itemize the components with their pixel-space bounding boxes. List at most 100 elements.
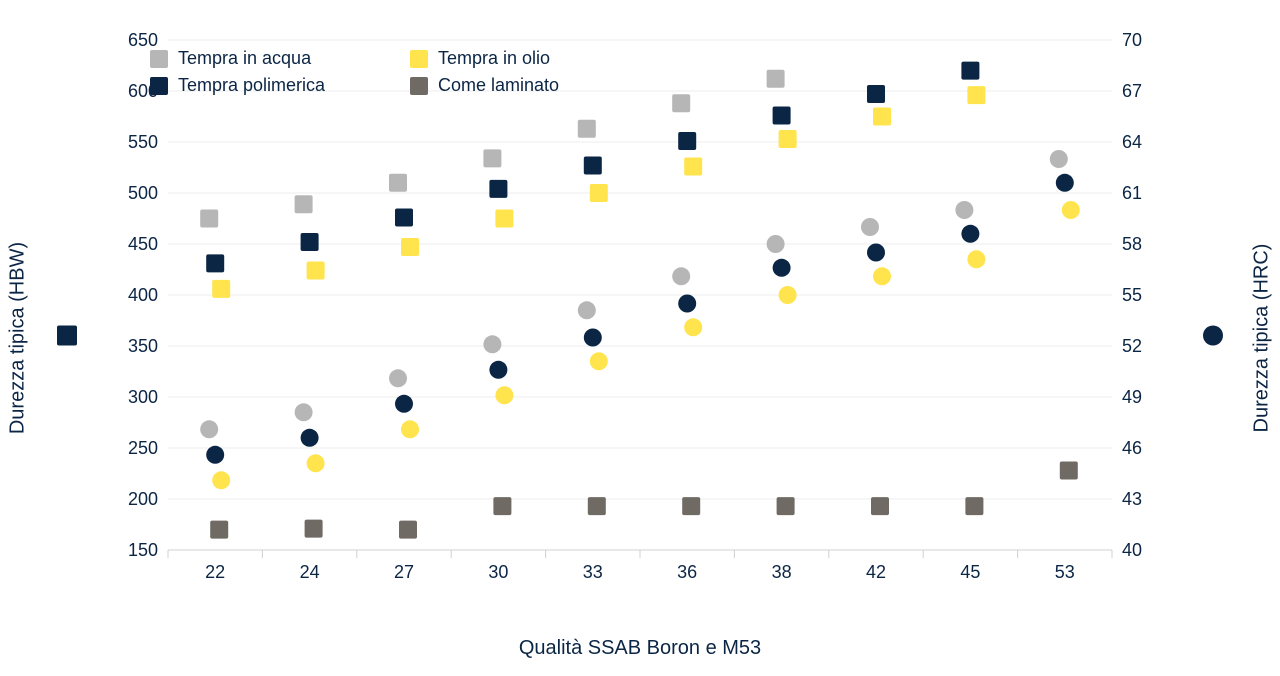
svg-text:650: 650 [128, 30, 158, 50]
square-icon [56, 325, 78, 352]
data-point-circle [389, 369, 407, 387]
svg-text:27: 27 [394, 562, 414, 582]
data-point-square [399, 521, 417, 539]
svg-text:49: 49 [1122, 387, 1142, 407]
y-left-label-text: Durezza tipica (HBW) [7, 242, 29, 434]
data-point-square [212, 280, 230, 298]
data-point-square [779, 130, 797, 148]
data-point-square [200, 210, 218, 228]
data-point-circle [301, 429, 319, 447]
data-point-square [871, 497, 889, 515]
data-point-square [493, 497, 511, 515]
legend-label: Tempra in olio [438, 48, 550, 69]
legend-row: Tempra in acqua Tempra in olio [150, 48, 630, 69]
svg-text:30: 30 [488, 562, 508, 582]
x-axis-label-text: Qualità SSAB Boron e M53 [519, 637, 761, 659]
legend-swatch [410, 77, 428, 95]
svg-text:61: 61 [1122, 183, 1142, 203]
svg-text:64: 64 [1122, 132, 1142, 152]
svg-text:45: 45 [960, 562, 980, 582]
data-point-circle [967, 250, 985, 268]
legend-label: Tempra polimerica [178, 75, 325, 96]
svg-text:58: 58 [1122, 234, 1142, 254]
data-point-square [873, 108, 891, 126]
data-point-circle [584, 329, 602, 347]
circle-icon [1202, 325, 1224, 352]
data-point-circle [861, 218, 879, 236]
svg-text:67: 67 [1122, 81, 1142, 101]
data-point-square [584, 156, 602, 174]
data-point-square [961, 62, 979, 80]
data-point-square [210, 521, 228, 539]
svg-text:22: 22 [205, 562, 225, 582]
legend-item: Tempra in acqua [150, 48, 370, 69]
svg-text:24: 24 [300, 562, 320, 582]
svg-text:42: 42 [866, 562, 886, 582]
legend-swatch [410, 50, 428, 68]
data-point-circle [779, 286, 797, 304]
data-point-square [867, 85, 885, 103]
data-point-square [773, 106, 791, 124]
data-point-circle [578, 301, 596, 319]
svg-text:400: 400 [128, 285, 158, 305]
data-point-square [965, 497, 983, 515]
svg-text:550: 550 [128, 132, 158, 152]
data-point-square [401, 238, 419, 256]
plot-svg: 1502002503003504004505005506006504043464… [118, 30, 1162, 590]
data-point-circle [672, 267, 690, 285]
data-point-circle [1050, 150, 1068, 168]
data-point-circle [395, 395, 413, 413]
svg-text:53: 53 [1055, 562, 1075, 582]
data-point-square [672, 94, 690, 112]
legend-label: Come laminato [438, 75, 559, 96]
legend-item: Tempra in olio [410, 48, 630, 69]
data-point-circle [307, 454, 325, 472]
data-point-square [395, 208, 413, 226]
data-point-square [489, 180, 507, 198]
svg-text:52: 52 [1122, 336, 1142, 356]
data-point-circle [590, 352, 608, 370]
data-point-circle [867, 244, 885, 262]
svg-text:250: 250 [128, 438, 158, 458]
svg-text:40: 40 [1122, 540, 1142, 560]
data-point-square [301, 233, 319, 251]
y-right-axis-label: Durezza tipica (HRC) [1251, 244, 1274, 433]
data-point-circle [961, 225, 979, 243]
data-point-circle [401, 420, 419, 438]
legend-item: Tempra polimerica [150, 75, 370, 96]
data-point-circle [295, 403, 313, 421]
data-point-circle [206, 446, 224, 464]
data-point-circle [1062, 201, 1080, 219]
svg-text:150: 150 [128, 540, 158, 560]
data-point-square [1060, 461, 1078, 479]
svg-text:200: 200 [128, 489, 158, 509]
data-point-square [967, 86, 985, 104]
legend-row: Tempra polimerica Come laminato [150, 75, 630, 96]
data-point-square [295, 195, 313, 213]
x-axis-label: Qualità SSAB Boron e M53 [519, 637, 761, 660]
svg-text:350: 350 [128, 336, 158, 356]
data-point-square [684, 157, 702, 175]
legend-item: Come laminato [410, 75, 630, 96]
data-point-square [588, 497, 606, 515]
data-point-circle [495, 386, 513, 404]
data-point-square [206, 254, 224, 272]
svg-text:38: 38 [772, 562, 792, 582]
data-point-square [389, 174, 407, 192]
y-right-label-text: Durezza tipica (HRC) [1251, 244, 1273, 433]
svg-text:500: 500 [128, 183, 158, 203]
legend-label: Tempra in acqua [178, 48, 311, 69]
data-point-circle [212, 471, 230, 489]
svg-text:46: 46 [1122, 438, 1142, 458]
svg-text:70: 70 [1122, 30, 1142, 50]
y-left-axis-label: Durezza tipica (HBW) [7, 242, 30, 434]
data-point-circle [483, 335, 501, 353]
data-point-square [682, 497, 700, 515]
data-point-square [678, 132, 696, 150]
data-point-circle [200, 420, 218, 438]
data-point-square [305, 520, 323, 538]
chart-legend: Tempra in acqua Tempra in olio Tempra poli… [150, 48, 630, 102]
data-point-square [307, 262, 325, 280]
data-point-square [483, 149, 501, 167]
svg-text:43: 43 [1122, 489, 1142, 509]
